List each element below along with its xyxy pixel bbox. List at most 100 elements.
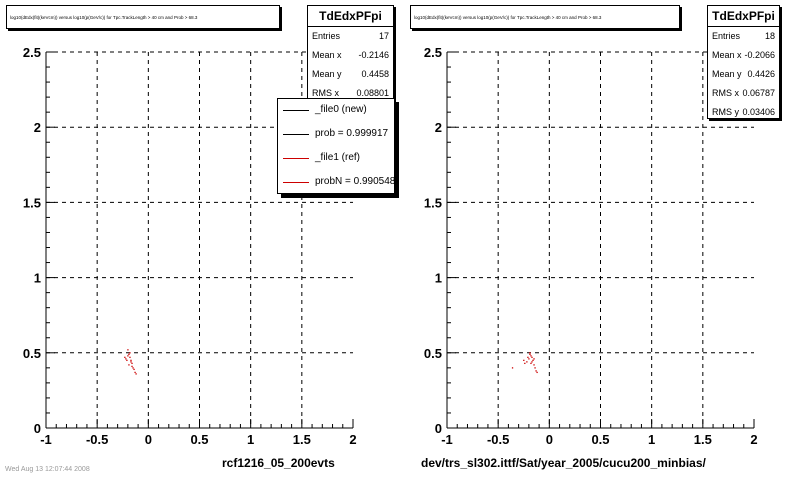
y-tick-label: 1.5 <box>424 195 442 210</box>
legend-line <box>283 182 309 183</box>
stats-label: Entries <box>712 31 741 41</box>
legend-label: prob = 0.999917 <box>315 128 389 139</box>
stats-value: 18 <box>764 31 775 41</box>
y-tick-label: 0.5 <box>424 346 442 361</box>
stats-title: TdEdxPFpi <box>308 6 393 27</box>
stats-label: Entries <box>312 31 341 41</box>
stats-row: Mean y 0.4458 <box>308 65 393 84</box>
stats-row: Entries 18 <box>708 27 779 46</box>
panel-2-footer: dev/trs_sl302.ittf/Sat/year_2005/cucu200… <box>421 456 706 470</box>
data-point <box>533 364 535 366</box>
stats-label: Mean y <box>312 69 342 79</box>
data-point <box>126 359 128 362</box>
data-point <box>127 355 129 357</box>
y-tick-label: 1 <box>34 271 41 286</box>
data-point <box>531 361 533 363</box>
legend-label: _file0 (new) <box>315 104 367 115</box>
stats-value: -0.2146 <box>358 50 389 60</box>
panel-1-title: log10(dEdx(fit)(keVcm)) versus log10(p(G… <box>6 5 280 29</box>
stats-label: RMS x <box>712 88 739 98</box>
data-point <box>524 362 526 365</box>
y-tick-label: 1 <box>435 271 442 286</box>
stats-label: Mean y <box>712 69 742 79</box>
data-point <box>130 359 132 362</box>
data-point <box>523 359 525 362</box>
data-point <box>527 356 529 359</box>
data-point <box>130 361 132 363</box>
data-point <box>125 358 127 360</box>
y-tick-label: 0.5 <box>23 346 41 361</box>
x-tick-label: 0.5 <box>190 432 208 447</box>
data-point <box>124 356 126 359</box>
panel-2-title: log10(dEdx(fit)(keVcm)) versus log10(p(G… <box>410 5 680 29</box>
data-point <box>535 370 537 372</box>
x-tick-label: 1 <box>648 432 655 447</box>
x-tick-label: 0 <box>546 432 553 447</box>
data-point <box>533 358 535 360</box>
legend-entry: probN = 0.990548 <box>278 172 395 192</box>
data-point <box>534 367 536 369</box>
data-point <box>129 352 131 354</box>
stats-value: 0.03406 <box>742 107 775 117</box>
panel-1-footer: rcf1216_05_200evts <box>222 456 335 470</box>
legend-label: probN = 0.990548 <box>315 176 395 187</box>
stats-row: Mean x -0.2146 <box>308 46 393 65</box>
data-point <box>131 365 133 368</box>
legend-line <box>283 110 309 111</box>
data-point <box>528 358 530 360</box>
data-point <box>531 356 533 359</box>
legend-entry: prob = 0.999917 <box>278 124 394 144</box>
stats-row: RMS y 0.03406 <box>708 103 779 122</box>
x-tick-label: 1.5 <box>694 432 712 447</box>
stats-box-panel-2: TdEdxPFpi Entries 18 Mean x -0.2066 Mean y… <box>707 5 780 119</box>
stats-label: Mean x <box>312 50 342 60</box>
legend-label: _file1 (ref) <box>315 152 361 163</box>
data-point <box>529 352 531 354</box>
stats-value: -0.2066 <box>744 50 775 60</box>
stats-value: 0.4426 <box>747 69 775 79</box>
x-tick-label: -1 <box>441 432 453 447</box>
data-point <box>128 364 130 366</box>
legend-line <box>283 158 309 159</box>
timestamp: Wed Aug 13 12:07:44 2008 <box>5 466 90 473</box>
data-point <box>132 367 134 369</box>
stats-label: Mean x <box>712 50 742 60</box>
x-tick-label: 2 <box>750 432 757 447</box>
stats-label: RMS x <box>312 88 339 98</box>
x-tick-label: 1.5 <box>293 432 311 447</box>
legend-entry: _file1 (ref) <box>278 148 394 168</box>
stats-row: RMS x 0.08801 <box>308 84 393 103</box>
y-tick-label: 2.5 <box>23 45 41 60</box>
data-point <box>127 349 129 351</box>
stats-value: 0.06787 <box>742 88 775 98</box>
x-tick-label: 2 <box>349 432 356 447</box>
y-tick-label: 0 <box>34 421 41 436</box>
x-tick-label: -0.5 <box>487 432 509 447</box>
data-point <box>536 371 538 374</box>
stats-value: 0.08801 <box>356 88 389 98</box>
stats-row: Entries 17 <box>308 27 393 46</box>
y-tick-label: 1.5 <box>23 195 41 210</box>
stats-value: 0.4458 <box>361 69 389 79</box>
stats-row: Mean x -0.2066 <box>708 46 779 65</box>
x-tick-label: 0 <box>145 432 152 447</box>
x-tick-label: 0.5 <box>591 432 609 447</box>
stats-box-panel-1: TdEdxPFpi Entries 17 Mean x -0.2146 Mean y… <box>307 5 394 101</box>
y-tick-label: 2 <box>34 120 41 135</box>
legend-box: _file0 (new) prob = 0.999917 _file1 (ref… <box>277 98 395 194</box>
data-point <box>530 362 532 365</box>
y-tick-label: 2.5 <box>424 45 442 60</box>
legend-entry: _file0 (new) <box>278 100 394 120</box>
stats-row: RMS x 0.06787 <box>708 84 779 103</box>
x-tick-label: -1 <box>40 432 52 447</box>
stats-title: TdEdxPFpi <box>708 6 779 27</box>
x-tick-label: -0.5 <box>86 432 108 447</box>
data-point <box>131 362 133 365</box>
data-point <box>135 373 137 375</box>
data-point <box>526 361 528 363</box>
stats-row: Mean y 0.4426 <box>708 65 779 84</box>
data-point <box>133 368 135 371</box>
data-point <box>529 353 531 356</box>
data-point <box>530 355 532 357</box>
